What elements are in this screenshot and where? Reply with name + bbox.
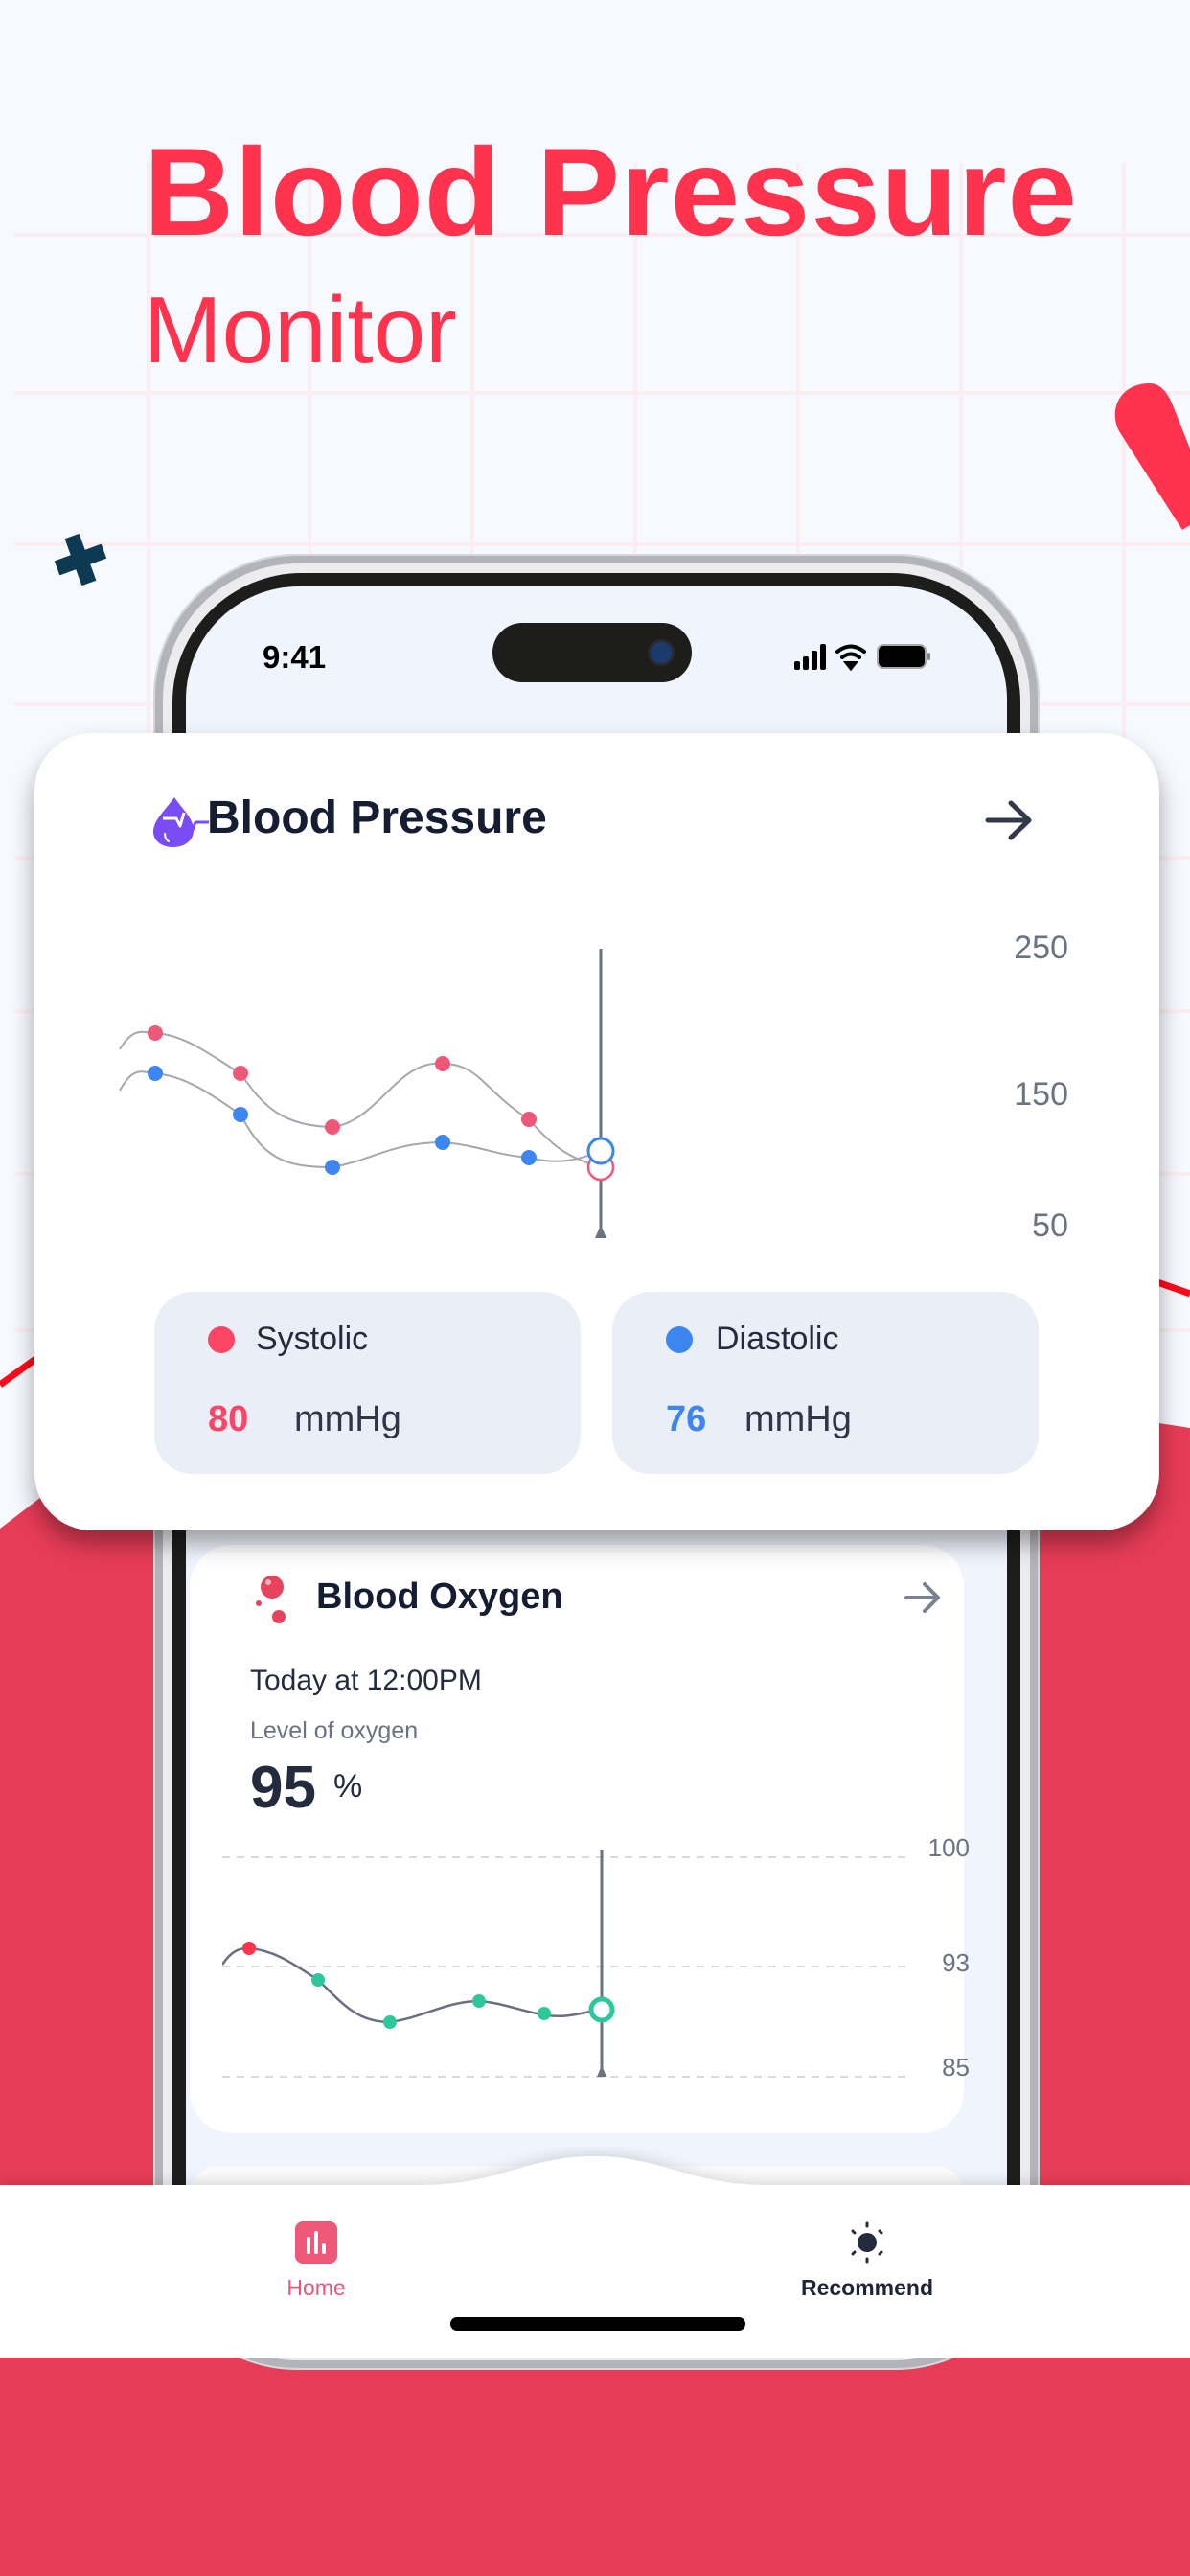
- home-indicator: [450, 2317, 745, 2331]
- bar-chart-icon: [295, 2221, 337, 2264]
- status-icons: [794, 644, 930, 671]
- systolic-label: Systolic: [256, 1321, 369, 1357]
- systolic-value: 80: [208, 1399, 249, 1439]
- wifi-icon: [835, 644, 866, 671]
- camera-icon: [651, 642, 672, 663]
- systolic-unit: mmHg: [294, 1399, 401, 1439]
- bp-axis-50: 50: [1032, 1208, 1068, 1244]
- blood-pressure-chart: [119, 949, 615, 1238]
- oxygen-axis-93: 93: [942, 1948, 970, 1977]
- heart-shape-icon: [1114, 383, 1190, 530]
- diastolic-dot-icon: [666, 1326, 693, 1353]
- tab-home-label: Home: [286, 2275, 346, 2300]
- blood-drops-icon: [256, 1576, 286, 1623]
- oxygen-value: 95: [250, 1755, 316, 1821]
- battery-icon: [877, 644, 930, 669]
- diastolic-unit: mmHg: [744, 1399, 852, 1439]
- hero-subtitle: Monitor: [144, 277, 457, 382]
- sun-icon: [851, 2221, 883, 2264]
- tab-recommend[interactable]: Recommend: [795, 2221, 939, 2301]
- oxygen-axis-85: 85: [942, 2053, 970, 2082]
- plus-icon: [54, 533, 107, 586]
- oxygen-level-label: Level of oxygen: [250, 1717, 419, 1744]
- blood-oxygen-card[interactable]: [190, 1545, 964, 2133]
- blood-oxygen-title: Blood Oxygen: [316, 1576, 563, 1617]
- tab-home[interactable]: Home: [268, 2221, 364, 2301]
- tab-recommend-label: Recommend: [800, 2275, 934, 2300]
- systolic-dot-icon: [208, 1326, 235, 1353]
- diastolic-label: Diastolic: [716, 1321, 839, 1357]
- status-time: 9:41: [263, 639, 327, 675]
- bp-axis-250: 250: [1014, 930, 1068, 966]
- bp-axis-150: 150: [1014, 1076, 1068, 1113]
- arrow-right-icon[interactable]: [904, 1581, 942, 1614]
- diastolic-value: 76: [666, 1399, 707, 1439]
- arrow-right-icon[interactable]: [985, 799, 1035, 841]
- oxygen-chart: [222, 1850, 912, 2078]
- oxygen-timestamp: Today at 12:00PM: [250, 1665, 482, 1696]
- oxygen-unit: %: [333, 1768, 363, 1805]
- systolic-legend-card[interactable]: Systolic 80 mmHg: [154, 1292, 581, 1474]
- oxygen-axis-100: 100: [927, 1833, 970, 1862]
- signal-icon: [794, 644, 826, 670]
- diastolic-legend-card[interactable]: Diastolic 76 mmHg: [612, 1292, 1039, 1474]
- tab-bar: Home Recommend: [182, 2188, 1006, 2322]
- blood-drop-pulse-icon: [153, 797, 209, 847]
- dynamic-island: [492, 623, 692, 682]
- hero-title: Blood Pressure: [144, 122, 1078, 262]
- blood-pressure-title: Blood Pressure: [207, 793, 547, 843]
- tab-bar-background: [0, 2156, 1190, 2358]
